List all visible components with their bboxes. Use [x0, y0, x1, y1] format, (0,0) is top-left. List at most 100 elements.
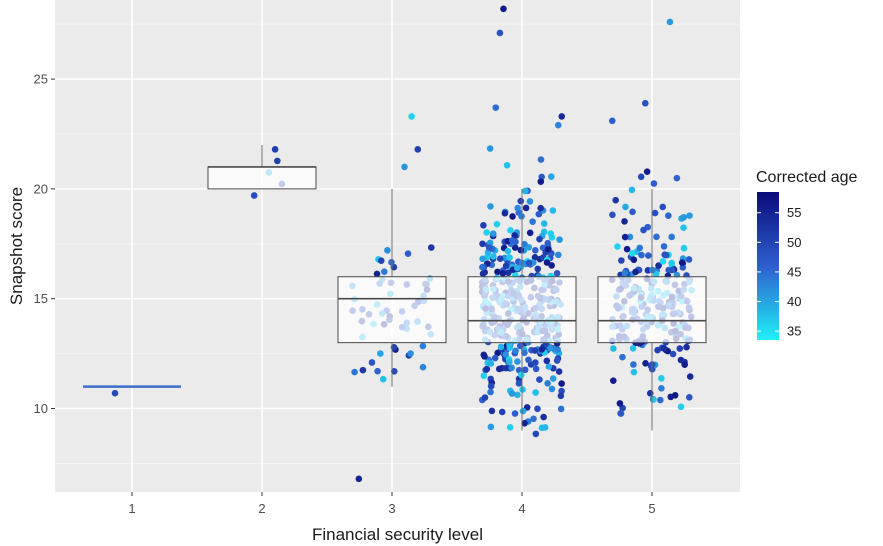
- data-point: [532, 247, 539, 254]
- data-point: [499, 270, 507, 277]
- data-point: [532, 365, 540, 373]
- data-point: [479, 270, 487, 278]
- axes: 10 15 20 25 1 2 3 4 5: [34, 72, 656, 516]
- data-point: [618, 257, 625, 264]
- data-point: [537, 204, 544, 212]
- box-4: [467, 276, 577, 344]
- data-point: [419, 342, 427, 350]
- data-point: [355, 475, 363, 483]
- x-tick-label: 5: [648, 501, 655, 516]
- x-tick-label: 3: [388, 501, 395, 516]
- data-point: [554, 251, 562, 259]
- data-point: [538, 424, 546, 432]
- data-point: [515, 380, 523, 387]
- data-point: [637, 173, 645, 181]
- data-point: [650, 180, 658, 187]
- data-point: [654, 346, 661, 354]
- data-point: [487, 203, 494, 210]
- data-point: [519, 386, 526, 393]
- data-point: [626, 233, 634, 241]
- data-point: [686, 212, 693, 219]
- data-point: [480, 372, 488, 380]
- data-point: [686, 373, 694, 380]
- data-point: [610, 345, 617, 352]
- data-point: [502, 262, 510, 270]
- data-point: [557, 405, 565, 413]
- data-point: [677, 403, 685, 411]
- data-point: [511, 410, 519, 417]
- data-point: [496, 29, 504, 37]
- data-point: [548, 385, 556, 393]
- data-point: [543, 357, 551, 365]
- data-point: [250, 192, 258, 199]
- data-point: [657, 396, 664, 404]
- data-point: [536, 376, 543, 383]
- data-point: [556, 236, 563, 243]
- data-point: [641, 99, 649, 107]
- data-point: [390, 368, 398, 375]
- data-point: [614, 243, 621, 250]
- data-point: [660, 243, 668, 250]
- data-point: [621, 269, 628, 277]
- data-point: [671, 392, 679, 399]
- data-point: [480, 222, 487, 229]
- data-point: [659, 203, 667, 211]
- data-point: [558, 113, 566, 120]
- data-point: [496, 255, 504, 262]
- data-point: [685, 256, 693, 263]
- data-point: [662, 251, 670, 259]
- data-point: [359, 366, 367, 374]
- data-point: [502, 351, 509, 358]
- data-point: [529, 218, 536, 225]
- data-point: [549, 375, 557, 382]
- data-point: [506, 254, 513, 261]
- data-point: [384, 246, 391, 254]
- data-point: [525, 356, 532, 364]
- x-tick-label: 1: [128, 501, 135, 516]
- data-point: [537, 156, 545, 163]
- data-point: [532, 430, 540, 438]
- data-point: [519, 407, 527, 415]
- y-axis-title: Snapshot score: [7, 187, 26, 305]
- data-point: [531, 254, 539, 261]
- data-point: [493, 220, 501, 228]
- data-point: [514, 358, 521, 365]
- data-point: [488, 407, 496, 415]
- data-point: [490, 253, 497, 260]
- data-point: [650, 396, 657, 403]
- data-point: [522, 204, 530, 212]
- data-point: [545, 363, 553, 370]
- data-point: [526, 229, 534, 237]
- data-point: [377, 350, 384, 357]
- data-point: [491, 354, 499, 362]
- data-point: [538, 346, 546, 353]
- data-point: [632, 268, 639, 276]
- data-point: [111, 389, 119, 397]
- data-point: [504, 247, 512, 255]
- data-point: [501, 209, 509, 217]
- data-point: [617, 410, 624, 417]
- data-point: [680, 224, 687, 231]
- data-point: [628, 186, 636, 194]
- data-point: [380, 268, 388, 275]
- data-point: [673, 174, 681, 182]
- y-tick-label: 25: [34, 72, 48, 87]
- data-point: [521, 420, 528, 427]
- data-point: [401, 163, 408, 171]
- x-axis-title: Financial security level: [312, 525, 483, 544]
- data-point: [514, 204, 521, 212]
- legend-colorbar: [757, 192, 779, 340]
- data-point: [619, 353, 626, 361]
- data-point: [521, 366, 529, 374]
- data-point: [629, 345, 637, 352]
- data-point: [549, 207, 557, 214]
- data-point: [483, 229, 490, 236]
- data-point: [679, 264, 687, 271]
- data-point: [500, 5, 507, 13]
- data-point: [630, 256, 638, 263]
- data-point: [506, 423, 514, 431]
- data-point: [521, 349, 528, 357]
- y-tick-label: 20: [34, 181, 48, 196]
- data-point: [536, 235, 543, 243]
